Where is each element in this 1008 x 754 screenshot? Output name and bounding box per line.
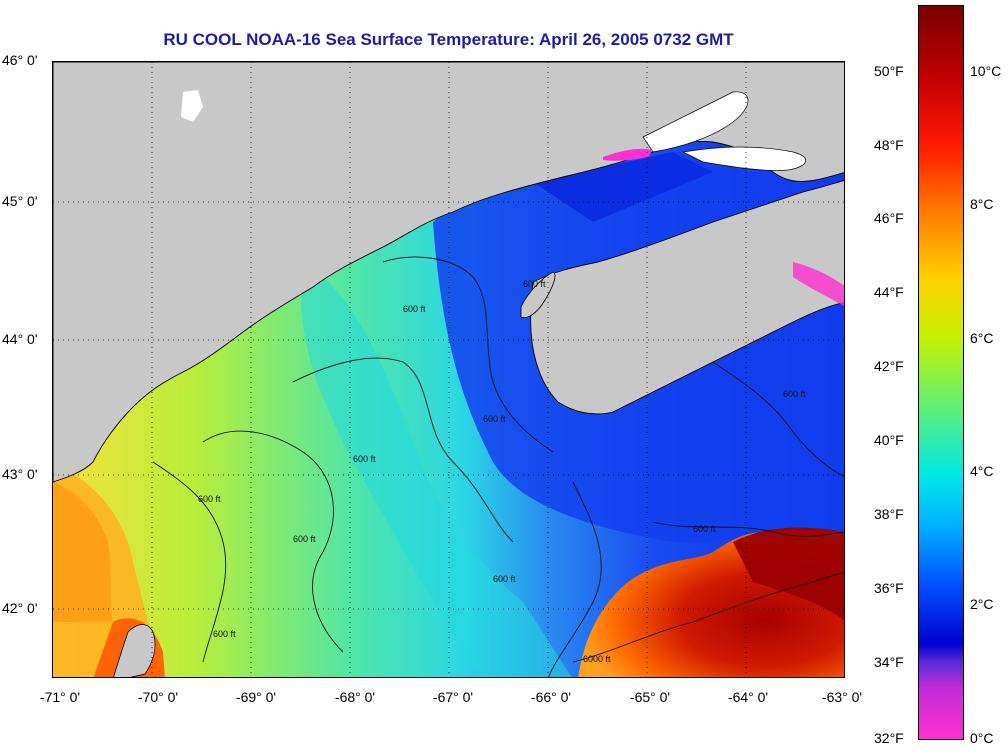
contour-label: 600 ft xyxy=(783,389,806,399)
nova-scotia-land xyxy=(530,180,844,415)
longitude-label: -64° 0' xyxy=(727,689,769,705)
map-title: RU COOL NOAA-16 Sea Surface Temperature:… xyxy=(163,30,734,49)
colorbar-f-label: 42°F xyxy=(874,358,904,374)
contour-labels: 600 ft 600 ft 600 ft 600 ft 600 ft 600 f… xyxy=(198,279,806,664)
warm-core-eddy xyxy=(733,527,844,621)
contour-line xyxy=(572,572,844,663)
contour-line xyxy=(652,521,844,537)
colorbar-f-label: 36°F xyxy=(874,580,904,596)
contour-label: 600 ft xyxy=(198,494,221,504)
latitude-label: 45° 0' xyxy=(2,193,38,209)
contour-label: 600 ft xyxy=(483,414,506,424)
longitude-label: -65° 0' xyxy=(629,689,671,705)
latitude-label: 44° 0' xyxy=(2,331,38,347)
colorbar-f-label: 32°F xyxy=(874,730,904,746)
cloud-patch xyxy=(181,90,203,122)
colorbar-c-label: 2°C xyxy=(970,596,994,612)
colorbar-f-label: 40°F xyxy=(874,432,904,448)
ice-artifact xyxy=(603,148,653,161)
contour-label: 600 ft xyxy=(523,279,546,289)
colorbar-f-label: 48°F xyxy=(874,137,904,153)
contour-label: 600 ft xyxy=(353,454,376,464)
colorbar-f-label: 34°F xyxy=(874,654,904,670)
longitude-label: -63° 0' xyxy=(821,689,863,705)
colorbar-c-label: 6°C xyxy=(970,330,994,346)
colorbar-c-label: 10°C xyxy=(970,63,1002,79)
colorbar-f-label: 50°F xyxy=(874,63,904,79)
massachusetts-bay-water xyxy=(53,482,113,622)
temperature-colorbar xyxy=(918,5,964,740)
contour-line xyxy=(292,357,514,543)
longitude-label: -67° 0' xyxy=(432,689,474,705)
colorbar-c-label: 8°C xyxy=(970,196,994,212)
cloud-patch xyxy=(642,91,749,153)
contour-label: 6000 ft xyxy=(583,654,611,664)
longitude-label: -70° 0' xyxy=(137,689,179,705)
colorbar-f-label: 38°F xyxy=(874,506,904,522)
contour-line xyxy=(152,461,227,663)
colorbar-f-label: 44°F xyxy=(874,284,904,300)
cloud-patch xyxy=(681,146,806,171)
bathymetry-contours xyxy=(152,256,844,677)
graticule xyxy=(53,62,844,677)
sst-map-canvas: 600 ft 600 ft 600 ft 600 ft 600 ft 600 f… xyxy=(53,62,844,677)
latitude-label: 42° 0' xyxy=(2,600,38,616)
latitude-label: 46° 0' xyxy=(2,52,38,68)
contour-label: 600 ft xyxy=(403,304,426,314)
contour-label: 600 ft xyxy=(293,534,316,544)
bay-of-fundy-water xyxy=(533,152,713,222)
contour-label: 600 ft xyxy=(493,574,516,584)
sst-map: 600 ft 600 ft 600 ft 600 ft 600 ft 600 f… xyxy=(52,61,845,678)
contour-line xyxy=(548,481,602,677)
longitude-label: -66° 0' xyxy=(530,689,572,705)
colorbar-f-label: 46°F xyxy=(874,210,904,226)
latitude-label: 43° 0' xyxy=(2,466,38,482)
longitude-label: -69° 0' xyxy=(235,689,277,705)
contour-label: 600 ft xyxy=(213,629,236,639)
colorbar-c-label: 4°C xyxy=(970,463,994,479)
contour-label: 600 ft xyxy=(693,524,716,534)
colorbar-c-label: 0°C xyxy=(970,730,994,746)
contour-line xyxy=(712,361,844,477)
cape-cod-land xyxy=(113,624,156,677)
longitude-label: -71° 0' xyxy=(39,689,81,705)
transition-water xyxy=(301,262,572,677)
contour-line xyxy=(382,256,554,453)
longitude-label: -68° 0' xyxy=(334,689,376,705)
contour-line xyxy=(202,430,344,653)
island xyxy=(520,271,556,319)
ice-artifact xyxy=(793,262,844,306)
